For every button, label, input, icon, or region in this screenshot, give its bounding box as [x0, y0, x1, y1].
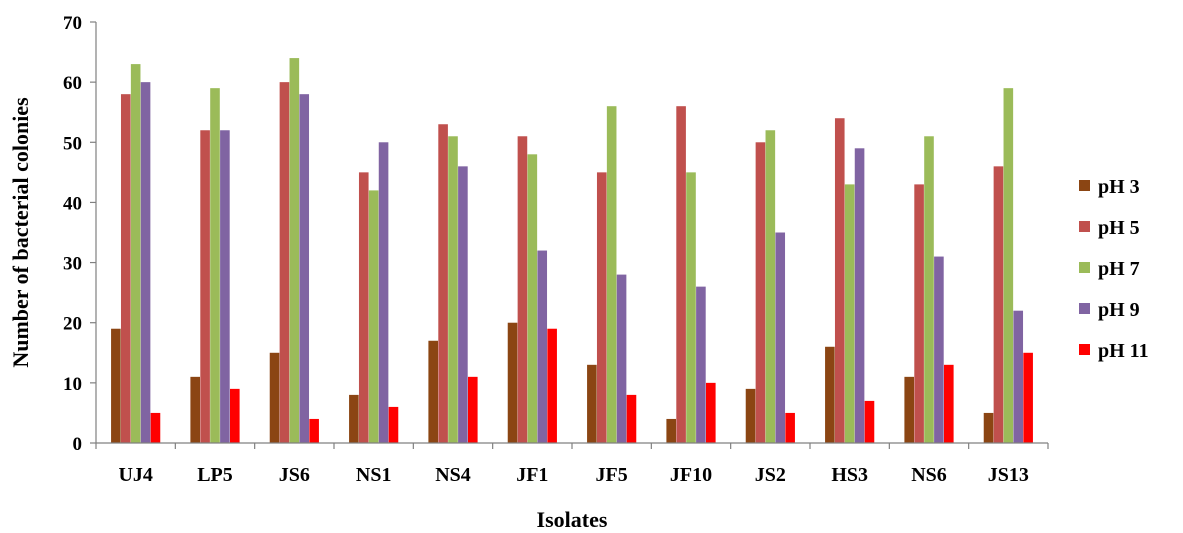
- y-tick-label: 50: [63, 133, 82, 154]
- x-tick-label: JS13: [988, 464, 1029, 486]
- bar: [934, 256, 944, 443]
- x-tick-label: NS1: [356, 464, 392, 486]
- bar: [696, 286, 706, 443]
- x-tick-label: JF10: [670, 464, 712, 486]
- bar: [864, 400, 875, 443]
- bar: [547, 328, 557, 443]
- bar: [279, 82, 290, 444]
- bar: [1023, 352, 1033, 443]
- x-tick-label: NS6: [911, 464, 947, 486]
- bar: [349, 394, 359, 443]
- bar: [517, 136, 528, 443]
- bar: [676, 106, 686, 443]
- bar: [944, 364, 954, 443]
- bar: [140, 82, 151, 444]
- bar: [993, 166, 1004, 444]
- legend-label: pH 9: [1098, 299, 1140, 321]
- bar: [537, 250, 548, 443]
- bar: [1013, 310, 1024, 443]
- bar: [299, 94, 310, 444]
- x-tick-label: JS2: [755, 464, 786, 486]
- bar: [785, 412, 795, 443]
- bar: [686, 172, 696, 443]
- x-tick-label: NS4: [435, 464, 471, 486]
- bar: [378, 142, 389, 444]
- bar: [448, 136, 458, 443]
- bar: [269, 352, 280, 443]
- bar: [468, 376, 478, 443]
- y-axis-title: Number of bacterial colonies: [8, 97, 33, 368]
- y-tick-label: 30: [63, 254, 82, 275]
- x-tick-label: HS3: [831, 464, 868, 486]
- x-tick-label: LP5: [197, 464, 233, 486]
- legend-swatch: [1079, 303, 1090, 314]
- legend-label: pH 3: [1098, 176, 1140, 198]
- bar: [844, 184, 855, 443]
- y-tick-label: 0: [73, 434, 83, 455]
- bar: [289, 58, 300, 443]
- y-tick-label: 40: [63, 193, 82, 214]
- bar: [220, 130, 230, 443]
- legend-label: pH 5: [1098, 217, 1140, 239]
- bar: [587, 364, 597, 443]
- bar: [775, 232, 786, 443]
- bar: [368, 190, 379, 443]
- bar: [438, 124, 448, 443]
- bar: [983, 412, 994, 443]
- bar: [458, 166, 468, 444]
- x-tick-label: JF1: [516, 464, 548, 486]
- bar: [834, 118, 845, 443]
- y-tick-label: 60: [63, 73, 82, 94]
- bar: [706, 382, 716, 443]
- bar: [507, 322, 518, 443]
- bar: [130, 64, 141, 443]
- bar: [388, 406, 399, 443]
- bar: [755, 142, 766, 444]
- legend-label: pH 11: [1098, 340, 1149, 362]
- bar: [358, 172, 369, 443]
- y-tick-label: 70: [63, 13, 82, 34]
- x-axis: UJ4 LP5 JS6 NS1 NS4 JF1 JF5 JF10 JS2 HS3 NS6 JS13: [95, 442, 1049, 486]
- legend-swatch: [1079, 180, 1090, 191]
- bar: [120, 94, 131, 444]
- x-tick-label: JF5: [596, 464, 628, 486]
- bar: [428, 340, 438, 443]
- bar: [230, 388, 240, 443]
- y-tick-label: 10: [63, 374, 82, 395]
- legend-swatch: [1079, 262, 1090, 273]
- legend-swatch: [1079, 344, 1090, 355]
- bar: [1003, 88, 1014, 444]
- x-axis-title: Isolates: [537, 507, 608, 532]
- legend-label: pH 7: [1098, 258, 1140, 280]
- bar: [596, 172, 607, 443]
- bar: [309, 418, 319, 443]
- bar: [527, 154, 538, 444]
- legend-swatch: [1079, 221, 1090, 232]
- bar: [150, 412, 161, 443]
- bar: [924, 136, 934, 443]
- x-tick-label: JS6: [279, 464, 310, 486]
- bar: [606, 106, 617, 443]
- bar: [666, 418, 676, 443]
- bar: [745, 388, 756, 443]
- bar: [210, 88, 220, 444]
- bar: [626, 394, 637, 443]
- bar: [200, 130, 210, 443]
- bar: [854, 148, 865, 444]
- bar: [111, 328, 121, 443]
- legend: pH 3 pH 5 pH 7 pH 9 pH 11: [1079, 176, 1149, 362]
- bar: [914, 184, 924, 443]
- bar: [765, 130, 776, 443]
- y-tick-label: 20: [63, 314, 82, 335]
- bar: [904, 376, 914, 443]
- x-tick-label: UJ4: [118, 464, 152, 486]
- bar: [825, 346, 835, 443]
- bar: [190, 376, 200, 443]
- plot-area: [111, 58, 1033, 444]
- bar: [616, 274, 627, 443]
- y-axis: 0 10 20 30 40 50 60 70: [63, 13, 97, 455]
